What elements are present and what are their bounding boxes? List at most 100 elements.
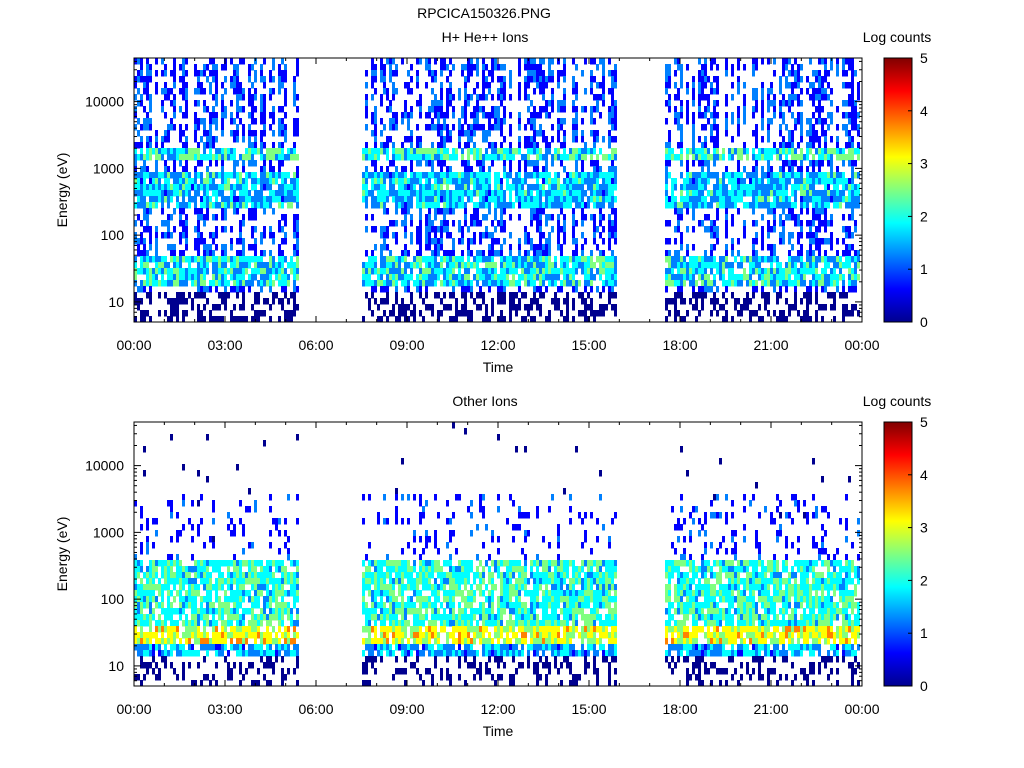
- top-cell: [524, 82, 527, 89]
- top-cell: [614, 82, 617, 89]
- top-cell: [149, 208, 152, 215]
- top-cell: [143, 238, 146, 245]
- top-cell: [410, 148, 413, 155]
- top-cell: [851, 166, 854, 173]
- top-cell: [803, 310, 806, 317]
- top-cell: [704, 280, 707, 287]
- top-cell: [755, 166, 758, 173]
- top-cell: [551, 88, 554, 95]
- top-cell: [251, 214, 254, 221]
- top-cell: [518, 298, 521, 305]
- top-cell: [446, 130, 449, 137]
- top-cell: [404, 172, 407, 179]
- top-cell: [716, 238, 719, 245]
- top-cell: [704, 76, 707, 83]
- top-cell: [419, 214, 422, 221]
- top-cell: [473, 112, 476, 119]
- top-cell: [164, 112, 167, 119]
- top-cell: [449, 256, 452, 263]
- top-cell: [227, 256, 230, 263]
- top-cell: [698, 256, 701, 263]
- top-cell: [200, 196, 203, 203]
- top-cell: [599, 304, 602, 311]
- top-cell: [371, 160, 374, 167]
- top-cell: [698, 310, 701, 317]
- top-cell: [407, 274, 410, 281]
- top-cell: [572, 124, 575, 131]
- top-cell: [560, 190, 563, 197]
- top-cell: [176, 190, 179, 197]
- top-cell: [509, 190, 512, 197]
- top-cell: [149, 64, 152, 71]
- top-cell: [272, 262, 275, 269]
- top-cell: [581, 268, 584, 275]
- top-cell: [839, 292, 842, 299]
- top-cell: [437, 202, 440, 209]
- top-cell: [572, 280, 575, 287]
- top-cell: [575, 178, 578, 185]
- top-cell: [551, 100, 554, 107]
- top-cell: [440, 238, 443, 245]
- top-cell: [215, 172, 218, 179]
- top-cell: [470, 148, 473, 155]
- top-cell: [434, 190, 437, 197]
- top-cell: [371, 70, 374, 77]
- top-cell: [467, 226, 470, 233]
- top-cell: [434, 226, 437, 233]
- top-cell: [836, 166, 839, 173]
- figure-title: RPCICA150326.PNG: [417, 5, 551, 21]
- top-cell: [143, 82, 146, 89]
- top-cell: [674, 196, 677, 203]
- top-cell: [278, 196, 281, 203]
- top-cell: [410, 166, 413, 173]
- top-cell: [569, 154, 572, 161]
- top-cell: [542, 172, 545, 179]
- top-cell: [482, 232, 485, 239]
- top-cell: [731, 190, 734, 197]
- top-cell: [761, 268, 764, 275]
- top-cell: [140, 76, 143, 83]
- top-cell: [782, 226, 785, 233]
- top-cell: [821, 220, 824, 227]
- top-cell: [737, 118, 740, 125]
- top-cell: [473, 220, 476, 227]
- top-cell: [560, 142, 563, 149]
- top-cell: [230, 82, 233, 89]
- top-cell: [785, 268, 788, 275]
- top-cell: [563, 142, 566, 149]
- top-cell: [545, 76, 548, 83]
- top-cell: [746, 202, 749, 209]
- top-cell: [392, 148, 395, 155]
- top-cell: [782, 94, 785, 101]
- top-cell: [533, 106, 536, 113]
- top-cell: [551, 58, 554, 65]
- top-cell: [584, 202, 587, 209]
- top-cell: [236, 88, 239, 95]
- top-cell: [272, 118, 275, 125]
- top-cell: [173, 106, 176, 113]
- top-cell: [794, 124, 797, 131]
- top-cell: [170, 154, 173, 161]
- top-cell: [248, 286, 251, 293]
- top-cell: [239, 154, 242, 161]
- top-cell: [587, 262, 590, 269]
- top-cell: [209, 232, 212, 239]
- top-cell: [797, 64, 800, 71]
- top-cell: [851, 106, 854, 113]
- top-cell: [527, 142, 530, 149]
- top-cell: [761, 226, 764, 233]
- top-cell: [227, 148, 230, 155]
- top-cell: [782, 220, 785, 227]
- top-cell: [254, 70, 257, 77]
- top-cell: [155, 244, 158, 251]
- top-cell: [503, 88, 506, 95]
- top-cell: [410, 172, 413, 179]
- top-cell: [854, 100, 857, 107]
- top-cell: [251, 280, 254, 287]
- top-cell: [416, 160, 419, 167]
- top-cell: [734, 280, 737, 287]
- top-cell: [137, 196, 140, 203]
- top-cell: [785, 58, 788, 65]
- top-cell: [551, 190, 554, 197]
- top-cell: [692, 124, 695, 131]
